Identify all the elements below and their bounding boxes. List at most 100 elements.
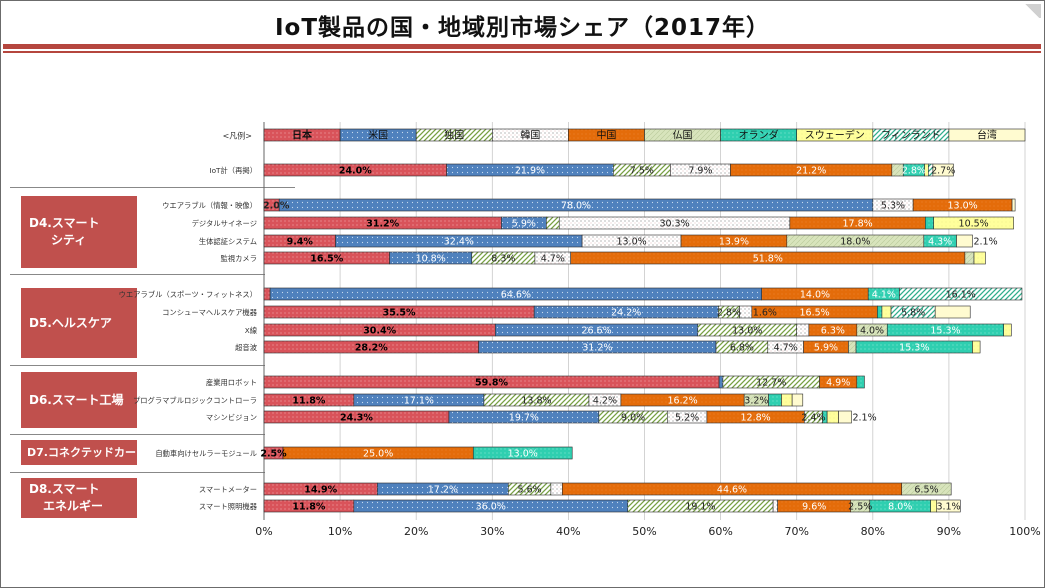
data-label: 5.9% (814, 343, 838, 354)
title-underline (3, 44, 1041, 49)
bar-segment-nl (472, 446, 573, 460)
data-label: 24.3% (340, 413, 373, 424)
legend-label-se: スウェーデン (805, 129, 865, 142)
data-label: 9.6% (802, 502, 826, 513)
x-tick-label: 40% (556, 525, 580, 538)
data-label: 26.6% (581, 326, 611, 337)
title-underline-thin (3, 51, 1041, 53)
x-tick-label: 50% (632, 525, 656, 538)
data-label: 5.6% (518, 485, 542, 496)
row-label: ウエアラブル（情報・映像） (162, 201, 257, 210)
data-label: 4.7% (541, 254, 565, 265)
data-label: 21.2% (796, 166, 826, 177)
page-title: IoT製品の国・地域別市場シェア（2017年） (274, 15, 771, 41)
bar-segment-se (781, 393, 793, 407)
category-d4: D4.スマート シティ (21, 196, 137, 268)
data-label: 10.8% (416, 254, 446, 265)
data-label: 7.9% (688, 166, 712, 177)
data-label: 4.2% (593, 396, 617, 407)
legend-label-tw: 台湾 (977, 129, 997, 142)
data-label: 28.2% (355, 343, 388, 354)
data-label: 24.2% (611, 308, 641, 319)
data-label: 6.8% (730, 343, 754, 354)
data-label: 6.3% (821, 326, 845, 337)
bar-segment-se (973, 251, 986, 265)
row-label: デジタルサイネージ (192, 219, 257, 228)
x-tick-label: 60% (708, 525, 732, 538)
category-d8-line2: エネルギー (43, 499, 104, 513)
data-label: 17.8% (842, 219, 872, 230)
legend-swatch-tw (948, 128, 1026, 142)
page-curl-decoration (1023, 4, 1041, 18)
bar-segment-fr (901, 482, 952, 496)
data-label: 19.1% (685, 502, 715, 513)
bar-segment-jp (263, 287, 271, 301)
data-label: 2.5% (260, 449, 287, 460)
data-label: 30.3% (659, 219, 689, 230)
data-label: 24.0% (339, 166, 372, 177)
legend-label-kr: 韓国 (520, 130, 540, 142)
bar-segment-tw (936, 499, 961, 513)
category-d5-line1: D5.ヘルスケア (29, 315, 112, 330)
data-label: 13.0% (508, 449, 538, 460)
data-label: 17.1% (404, 396, 434, 407)
data-label: 11.8% (292, 502, 325, 513)
bar-segment-se (881, 305, 892, 319)
data-label: 10.5% (959, 219, 989, 230)
data-label: 3.2% (744, 396, 768, 407)
x-tick-label: 20% (404, 525, 428, 538)
category-d6-line1: D6.スマート工場 (29, 392, 124, 407)
data-label: 4.7% (774, 343, 798, 354)
legend-label-jp: 日本 (292, 129, 313, 142)
data-label: 64.6% (501, 290, 531, 301)
data-label: 51.8% (753, 254, 783, 265)
row-label: マシンビジョン (206, 413, 257, 422)
legend-label-de: 独国 (444, 129, 464, 142)
data-label: 4.1% (872, 290, 896, 301)
data-label: 2.4% (801, 413, 825, 424)
data-label: 4.3% (928, 237, 952, 248)
legend-label-us: 米国 (368, 129, 388, 142)
data-label: 16.5% (799, 308, 829, 319)
data-label: 16.1% (946, 290, 976, 301)
data-label: 16.5% (310, 254, 343, 265)
row-label: 生体認証システム (199, 237, 257, 246)
bar-segment-tw (932, 163, 954, 177)
row-label: 監視カメラ (221, 254, 257, 263)
bar-segment-fr (964, 251, 975, 265)
row-label: 産業用ロボット (206, 378, 257, 387)
category-d7-line1: D7.コネクテッドカー (27, 446, 136, 459)
data-label: 2.1% (973, 237, 997, 248)
legend-label-nl: オランダ (739, 129, 779, 142)
row-label: 超音波 (235, 343, 258, 352)
bar-segment-kr (550, 482, 563, 496)
data-label: 44.6% (717, 485, 747, 496)
category-d6: D6.スマート工場 (21, 372, 137, 428)
bar-segment-tw (838, 410, 852, 424)
data-label: 3.1% (936, 502, 960, 513)
bar-segment-se (1003, 323, 1012, 337)
data-label: 4.9% (826, 378, 850, 389)
data-label: 13.0% (732, 326, 762, 337)
x-tick-label: 0% (255, 525, 272, 538)
legend-label-fr: 仏国 (673, 130, 693, 142)
data-label: 31.2% (582, 343, 612, 354)
bar-segment-tw (791, 393, 804, 407)
data-label: 13.0% (948, 201, 978, 212)
group-separator (10, 434, 265, 435)
data-label: 2.5% (848, 502, 872, 513)
bar-segment-se (826, 410, 839, 424)
data-label: 21.9% (515, 166, 545, 177)
bar-segment-de (546, 216, 560, 230)
category-d8-line1: D8.スマート (29, 482, 100, 496)
data-label: 2.0% (263, 201, 290, 212)
row-label: プログラマブルロジックコントローラ (133, 396, 257, 405)
data-label: 25.0% (363, 449, 393, 460)
legend-label-cn: 中国 (596, 129, 616, 142)
data-label: 12.8% (741, 413, 771, 424)
row-label: X線 (245, 326, 258, 335)
data-label: 2.1% (852, 413, 876, 424)
category-d8: D8.スマート エネルギー (21, 478, 137, 518)
group-separator (10, 187, 295, 188)
row-label: スマートメーター (199, 485, 257, 494)
